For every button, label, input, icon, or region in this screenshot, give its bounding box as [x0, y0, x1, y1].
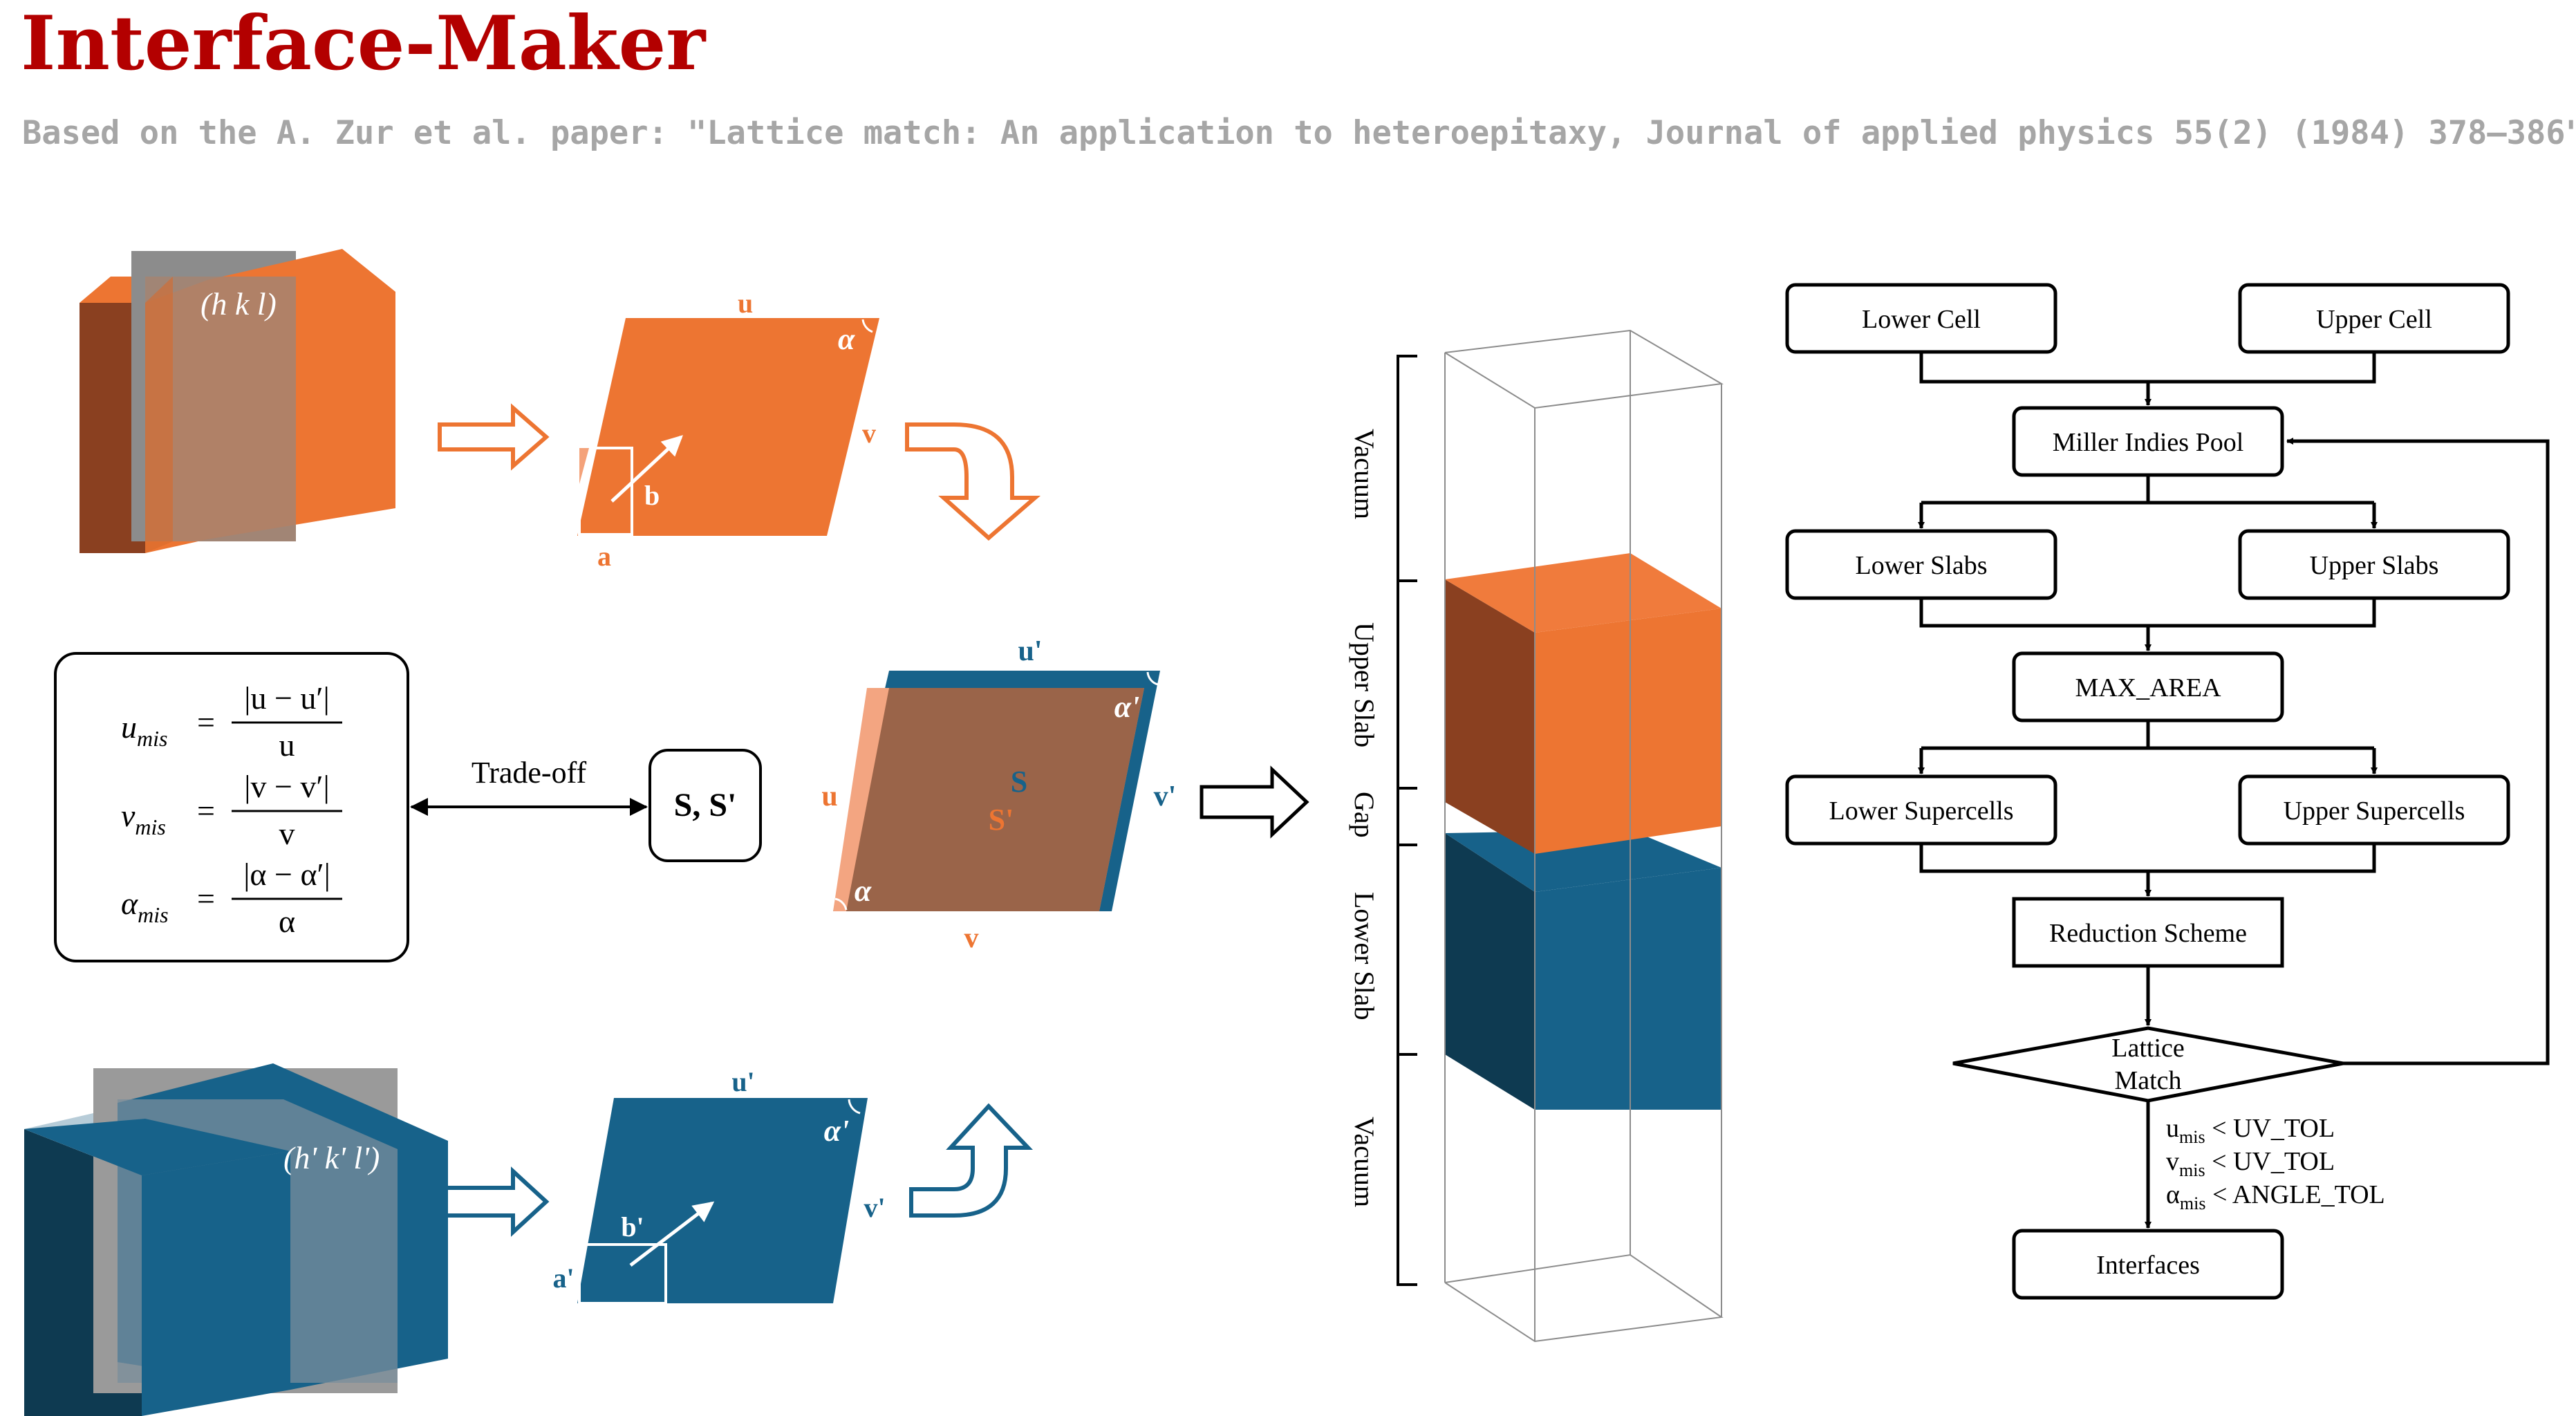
umis-numerator: |u − u′| [244, 680, 329, 716]
page-title: Interface-Maker [21, 0, 706, 87]
ss-prime-label: S, S' [674, 787, 737, 823]
upper-curved-arrow [905, 422, 1041, 541]
umis-denominator: u [279, 727, 295, 763]
flow-lower-supercells: Lower Supercells [1829, 796, 2014, 826]
mismatch-equations-box: umis = |u − u′| u vmis = |v − v′| v αmis… [54, 652, 409, 962]
svg-text:umis: umis [121, 709, 167, 751]
flow-lattice-match-2: Match [2114, 1066, 2181, 1095]
upper-crystal-block: (h k l) [80, 249, 395, 553]
overlap-Sprime-label: S' [989, 803, 1014, 837]
flow-lattice-match-1: Lattice [2111, 1034, 2184, 1063]
ss-prime-box [648, 749, 762, 862]
umis-sub: mis [137, 726, 167, 751]
stack-label-upper-slab: Upper Slab [1349, 622, 1380, 747]
overlap-lattices: u' u v' v α' α S S' [821, 635, 1176, 954]
stack-label-lower-slab: Lower Slab [1349, 892, 1380, 1021]
upper-outline-arrow [438, 403, 550, 471]
flow-miller-pool: Miller Indies Pool [2053, 428, 2244, 457]
lower-b-label: b' [621, 1211, 644, 1242]
overlap-bottom-v: v [964, 922, 979, 954]
to-stack-arrow [1200, 765, 1309, 839]
amis-lhs: α [121, 886, 138, 921]
vmis-denominator: v [279, 816, 295, 851]
flow-upper-slabs: Upper Slabs [2310, 551, 2439, 580]
upper-b-label: b [644, 480, 660, 511]
flow-upper-cell: Upper Cell [2316, 305, 2432, 334]
flow-lower-slabs: Lower Slabs [1855, 551, 1987, 580]
lower-plane-label: (h' k' l') [283, 1140, 380, 1175]
overlap-right-v: v' [1154, 781, 1177, 812]
overlap-top-u: u' [1018, 635, 1042, 667]
upper-plane-label: (h k l) [200, 286, 277, 322]
cond-umis: umis < UV_TOL [2166, 1114, 2335, 1147]
lower-alpha-label: α' [824, 1114, 850, 1148]
lower-v-label: v' [864, 1192, 885, 1223]
flow-lower-cell: Lower Cell [1862, 305, 1981, 334]
cond-amis: αmis < ANGLE_TOL [2166, 1180, 2385, 1213]
lower-outline-arrow [444, 1166, 550, 1237]
workflow-flowchart [1785, 283, 2550, 1300]
upper-lattice: u v α a b [577, 288, 879, 572]
lower-curved-arrow [909, 1103, 1033, 1218]
upper-a-label: a [597, 541, 611, 572]
flow-upper-supercells: Upper Supercells [2284, 796, 2465, 826]
upper-alpha-label: α [838, 322, 855, 356]
svg-text:=: = [197, 881, 215, 916]
amis-denominator: α [279, 904, 295, 939]
vmis-lhs: v [121, 798, 136, 833]
upper-u-label: u [738, 288, 753, 319]
svg-text:αmis: αmis [121, 886, 169, 927]
stack-label-vacuum-top: Vacuum [1349, 429, 1380, 519]
flow-max-area: MAX_AREA [2075, 673, 2221, 702]
flow-reduction-scheme: Reduction Scheme [2049, 919, 2247, 948]
lower-u-label: u' [731, 1066, 754, 1097]
overlap-left-u: u [821, 781, 837, 812]
svg-text:=: = [197, 705, 215, 740]
lower-crystal-block: (h' k' l') [24, 1063, 448, 1416]
svg-text:=: = [197, 793, 215, 828]
svg-text:vmis: vmis [121, 798, 166, 839]
amis-sub: mis [138, 902, 168, 927]
stack-label-gap: Gap [1349, 792, 1380, 838]
cond-vmis: vmis < UV_TOL [2166, 1147, 2335, 1180]
upper-v-label: v [862, 418, 876, 449]
umis-lhs: u [121, 709, 137, 745]
overlap-alpha-bottom: α [855, 874, 872, 908]
page-subtitle: Based on the A. Zur et al. paper: "Latti… [22, 114, 2576, 152]
vmis-sub: mis [135, 814, 165, 839]
lower-a-label: a' [552, 1263, 574, 1294]
overlap-S-label: S [1011, 765, 1027, 799]
tradeoff-label: Trade-off [472, 756, 587, 790]
stack-label-vacuum-bottom: Vacuum [1349, 1117, 1380, 1207]
flow-interfaces: Interfaces [2096, 1251, 2200, 1280]
lower-lattice: u' v' α' a' b' [552, 1066, 886, 1305]
vmis-numerator: |v − v′| [244, 769, 329, 804]
overlap-alpha-top: α' [1114, 690, 1140, 724]
slab-stack: Vacuum Upper Slab Gap Lower Slab Vacuum [1349, 329, 1724, 1343]
amis-numerator: |α − α′| [243, 857, 330, 892]
